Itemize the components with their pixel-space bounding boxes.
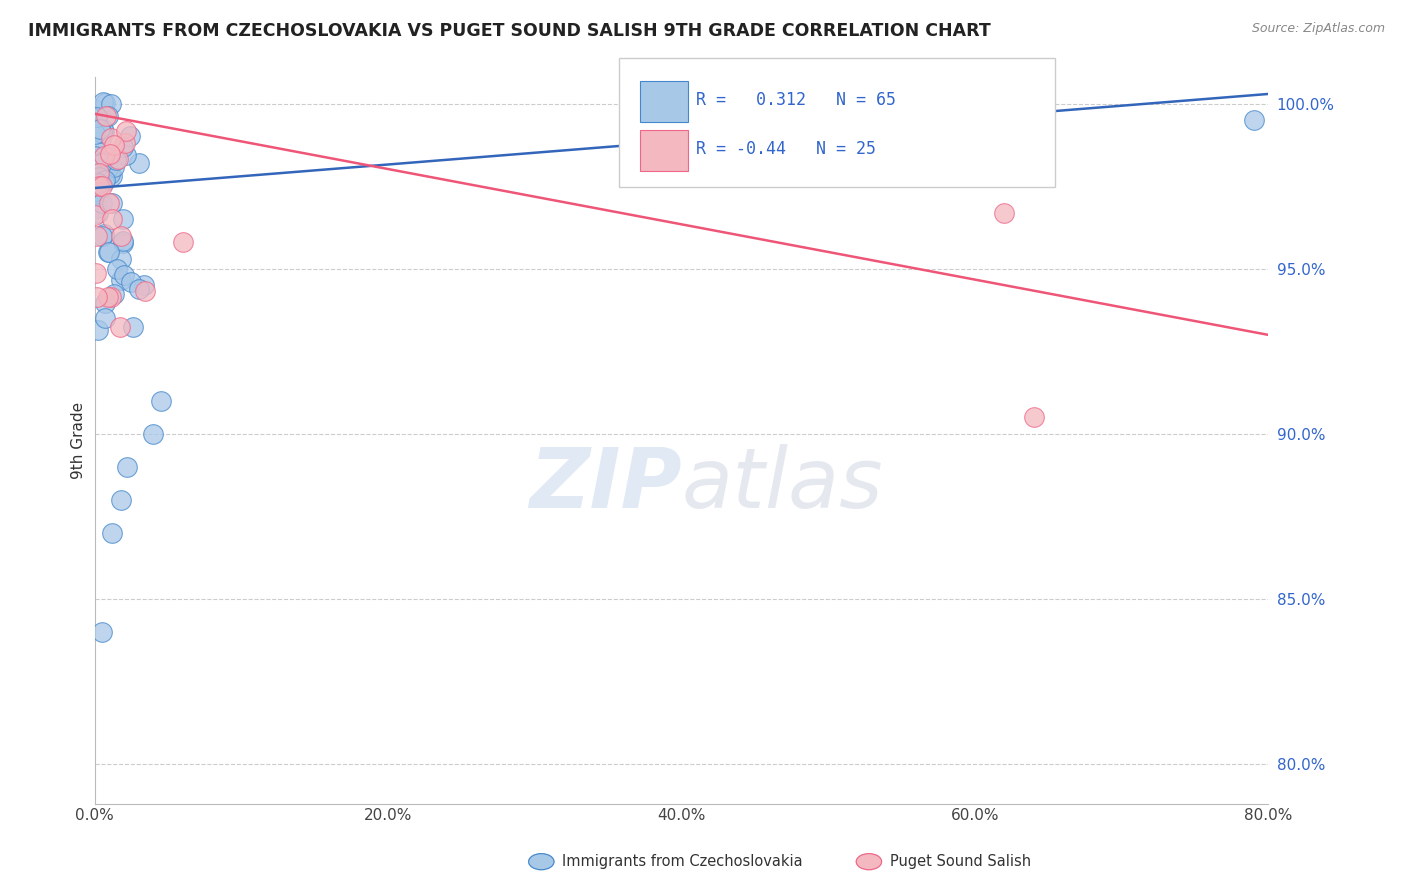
Point [87, 170, 110, 185]
Text: Immigrants from Czechoslovakia: Immigrants from Czechoslovakia [562, 855, 803, 869]
Point [91, 154, 114, 169]
Point [89, 121, 111, 136]
Text: R =   0.312   N = 65: R = 0.312 N = 65 [696, 91, 896, 109]
Y-axis label: 9th Grade: 9th Grade [72, 402, 86, 479]
Point [105, 261, 128, 276]
Point [86, 290, 108, 304]
Point [94, 296, 117, 310]
Point [104, 153, 127, 167]
Point [97, 245, 120, 260]
Point [83, 128, 105, 142]
Point [84, 266, 107, 280]
Point [1243, 113, 1265, 128]
Point [101, 525, 124, 540]
Point [110, 228, 132, 243]
Text: ZIP: ZIP [529, 443, 682, 524]
Point [172, 235, 194, 250]
Text: Puget Sound Salish: Puget Sound Salish [890, 855, 1031, 869]
Point [1022, 410, 1045, 425]
Point [103, 286, 125, 301]
Point [93, 124, 115, 138]
Point [97, 290, 120, 304]
Point [97, 161, 120, 175]
Point [118, 128, 141, 143]
Point [87, 176, 110, 190]
Point [98, 245, 121, 260]
Point [142, 426, 165, 441]
Point [86, 206, 108, 220]
Point [115, 148, 138, 162]
Point [84, 148, 107, 162]
Point [90, 228, 112, 243]
Point [89, 135, 111, 149]
Point [91, 156, 114, 170]
Point [86, 110, 108, 124]
Point [108, 320, 131, 334]
Point [87, 161, 110, 176]
Point [84, 102, 107, 116]
Point [111, 212, 134, 227]
Point [87, 323, 110, 337]
Point [114, 136, 136, 150]
Point [83, 208, 105, 222]
Point [90, 132, 112, 146]
Point [86, 228, 108, 243]
Point [93, 149, 115, 163]
Point [132, 278, 155, 293]
Point [84, 184, 107, 198]
Point [94, 109, 117, 123]
Point [93, 173, 115, 187]
Point [101, 212, 124, 227]
Point [111, 140, 134, 154]
Point [98, 146, 121, 161]
Point [110, 252, 132, 266]
Text: R = -0.44   N = 25: R = -0.44 N = 25 [696, 140, 876, 158]
Point [122, 319, 145, 334]
Point [90, 126, 112, 140]
Point [103, 161, 125, 175]
Point [86, 201, 108, 215]
Point [111, 235, 134, 250]
Point [103, 138, 125, 153]
Point [100, 131, 122, 145]
Point [110, 273, 132, 287]
Point [128, 156, 150, 170]
Point [91, 95, 114, 109]
Point [115, 459, 138, 474]
Point [91, 161, 114, 176]
Point [112, 268, 135, 283]
Point [120, 275, 142, 289]
Point [101, 169, 124, 184]
Point [93, 227, 115, 241]
Point [89, 175, 111, 189]
Point [100, 97, 122, 112]
Point [96, 109, 118, 123]
Point [89, 166, 111, 180]
Point [87, 190, 110, 204]
Point [87, 178, 110, 193]
Text: Source: ZipAtlas.com: Source: ZipAtlas.com [1251, 22, 1385, 36]
Point [100, 195, 122, 210]
Point [94, 95, 117, 110]
Text: atlas: atlas [682, 443, 883, 524]
Point [90, 624, 112, 639]
Point [993, 206, 1015, 220]
Point [98, 195, 121, 210]
Point [111, 234, 134, 248]
Point [100, 290, 122, 304]
Point [107, 153, 129, 167]
Point [91, 196, 114, 211]
Point [149, 393, 172, 408]
Point [91, 121, 114, 136]
Point [128, 282, 150, 296]
Point [94, 310, 117, 325]
Point [114, 124, 136, 138]
Point [134, 284, 156, 298]
Point [93, 175, 115, 189]
Point [90, 179, 112, 194]
Point [98, 167, 121, 181]
Point [110, 492, 132, 507]
Point [84, 157, 107, 171]
Text: IMMIGRANTS FROM CZECHOSLOVAKIA VS PUGET SOUND SALISH 9TH GRADE CORRELATION CHART: IMMIGRANTS FROM CZECHOSLOVAKIA VS PUGET … [28, 22, 991, 40]
